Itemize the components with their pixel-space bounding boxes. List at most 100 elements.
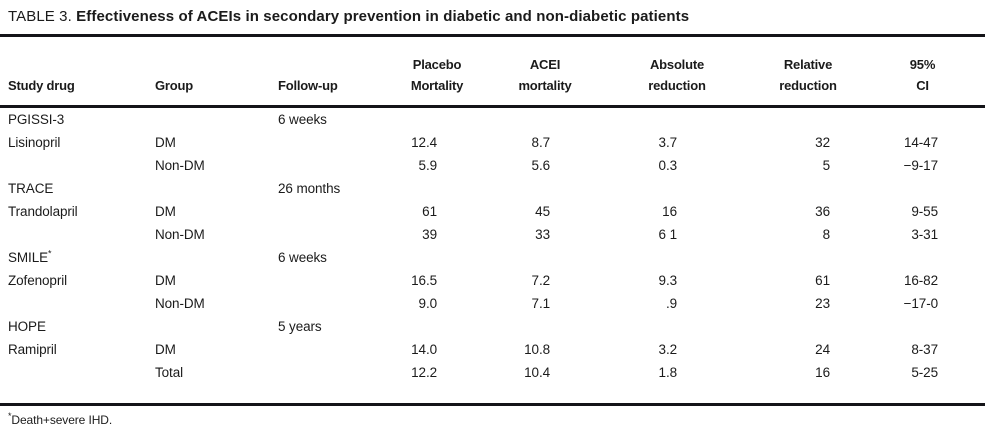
cell: DM <box>155 273 176 288</box>
header-line: reduction <box>779 78 837 93</box>
cell: 8 <box>822 227 831 242</box>
cell: 3.7 <box>658 135 678 150</box>
header-line: Study drug <box>8 78 75 93</box>
column-header-relative-reduction: Relative reduction <box>756 37 860 105</box>
table-row: Non-DM 9.0 7.1 .9 23 −17-0 <box>0 292 985 315</box>
cell: DM <box>155 342 176 357</box>
cell <box>0 154 148 177</box>
header-line: Group <box>155 78 193 93</box>
cell <box>272 292 382 315</box>
table-row: Ramipril DM 14.0 10.8 3.2 24 8-37 <box>0 338 985 361</box>
cell <box>148 108 272 131</box>
cell: 26 months <box>278 181 341 196</box>
footnote-text: Death+severe IHD. <box>11 413 113 426</box>
table-row: HOPE 5 years <box>0 315 985 338</box>
cell: 39 <box>422 227 437 242</box>
table-row: PGISSI-3 6 weeks <box>0 108 985 131</box>
cell: Zofenopril <box>8 273 68 288</box>
cell <box>272 338 382 361</box>
cell: HOPE <box>8 319 46 334</box>
cell <box>756 108 860 131</box>
cell: 5.6 <box>531 158 551 173</box>
cell: 6 1 <box>658 227 678 242</box>
cell: 45 <box>535 204 550 219</box>
cell <box>148 246 272 269</box>
cell: 36 <box>815 204 830 219</box>
cell: Non-DM <box>155 158 205 173</box>
cell: 12.4 <box>411 135 437 150</box>
rule-bottom <box>0 403 985 406</box>
cell <box>148 315 272 338</box>
cell: 16 <box>662 204 677 219</box>
table-row: Non-DM 5.9 5.6 0.3 5 −9-17 <box>0 154 985 177</box>
cell <box>598 246 756 269</box>
cell <box>382 177 492 200</box>
header-line: Relative <box>783 57 833 72</box>
column-header-group: Group <box>148 37 272 105</box>
cell <box>272 154 382 177</box>
cell: 16.5 <box>411 273 437 288</box>
table-header: Study drug Group Follow-up Placebo Morta… <box>0 37 985 105</box>
header-line: reduction <box>648 78 706 93</box>
cell <box>148 177 272 200</box>
table-row: SMILE* 6 weeks <box>0 246 985 269</box>
cell: 5 <box>822 158 831 173</box>
header-line <box>278 54 382 75</box>
cell: 23 <box>815 296 830 311</box>
cell <box>598 315 756 338</box>
header-line: Absolute <box>649 57 704 72</box>
cell: Lisinopril <box>8 135 61 150</box>
cell: 10.8 <box>524 342 550 357</box>
cell <box>860 177 985 200</box>
cell: Non-DM <box>155 227 205 242</box>
footnote-marker: * <box>8 411 12 421</box>
cell <box>272 223 382 246</box>
cell <box>0 223 148 246</box>
cell: 16-82 <box>903 273 938 288</box>
cell <box>756 246 860 269</box>
cell: Trandolapril <box>8 204 78 219</box>
table-row: Total 12.2 10.4 1.8 16 5-25 <box>0 361 985 384</box>
cell: 5 years <box>278 319 322 334</box>
cell: 7.2 <box>531 273 551 288</box>
cell <box>382 246 492 269</box>
header-line <box>155 54 272 75</box>
rule-below-header <box>0 105 985 108</box>
column-header-acei-mortality: ACEI mortality <box>492 37 598 105</box>
header-line <box>8 54 148 75</box>
footnote: *Death+severe IHD. <box>8 411 985 426</box>
cell <box>272 361 382 384</box>
cell: 9.0 <box>418 296 438 311</box>
header-line: Placebo <box>412 57 462 72</box>
table-row: Trandolapril DM 61 45 16 36 9-55 <box>0 200 985 223</box>
cell <box>382 108 492 131</box>
table-row: Non-DM 39 33 6 1 8 3-31 <box>0 223 985 246</box>
cell: PGISSI-3 <box>8 112 65 127</box>
cell: DM <box>155 135 176 150</box>
cell: SMILE* <box>8 248 52 265</box>
cell: 5-25 <box>911 365 938 380</box>
cell: 61 <box>422 204 437 219</box>
cell <box>492 177 598 200</box>
cell: −9-17 <box>903 158 939 173</box>
cell <box>492 108 598 131</box>
cell: .9 <box>665 296 677 311</box>
table-row: TRACE 26 months <box>0 177 985 200</box>
table-row: Lisinopril DM 12.4 8.7 3.7 32 14-47 <box>0 131 985 154</box>
cell <box>0 292 148 315</box>
header-line: mortality <box>518 78 572 93</box>
cell <box>756 315 860 338</box>
cell: 24 <box>815 342 830 357</box>
cell: 12.2 <box>411 365 437 380</box>
cell <box>860 108 985 131</box>
column-header-ci-95: 95% CI <box>860 37 985 105</box>
column-header-follow-up: Follow-up <box>272 37 382 105</box>
cell: 0.3 <box>658 158 678 173</box>
cell: Ramipril <box>8 342 57 357</box>
table-row: Zofenopril DM 16.5 7.2 9.3 61 16-82 <box>0 269 985 292</box>
cell <box>382 315 492 338</box>
cell: 3.2 <box>658 342 678 357</box>
cell <box>756 177 860 200</box>
cell: 5.9 <box>418 158 438 173</box>
